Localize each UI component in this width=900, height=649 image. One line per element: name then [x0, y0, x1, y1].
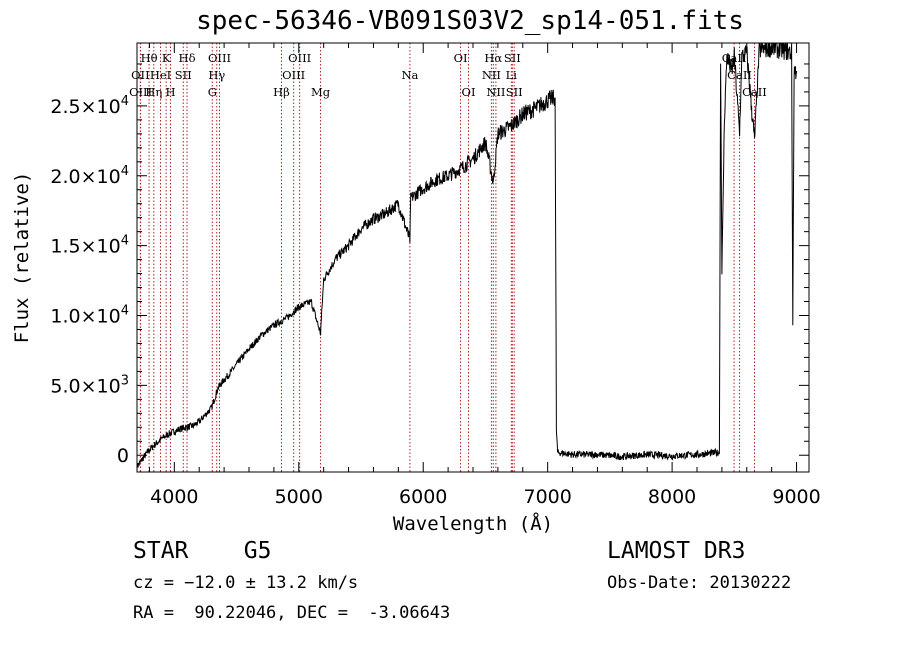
axis-ticks: 4000 5000 6000 7000 8000 900005.0×1031.0×1041…: [50, 43, 821, 508]
line-marker-label: Li: [506, 68, 518, 82]
line-marker-label: Hη: [145, 85, 162, 99]
y-axis-label: Flux (relative): [11, 172, 33, 344]
object-class: STAR G5: [133, 538, 272, 564]
x-tick-label: 4000: [150, 486, 198, 508]
y-tick-label: 2.5×104: [50, 94, 129, 118]
line-marker-label: Hδ: [179, 51, 196, 65]
chart-title: spec-56346-VB091S03V2_sp14-051.fits: [196, 6, 744, 36]
line-marker-label: CaII: [722, 51, 747, 65]
y-tick-exponent: 4: [121, 303, 129, 318]
x-tick-label: 8000: [648, 486, 696, 508]
line-marker-label: SII: [504, 51, 521, 65]
spectrum-series: [137, 43, 798, 470]
line-marker-label: CaII: [742, 85, 767, 99]
line-marker-label: OI: [454, 51, 468, 65]
line-marker-label: OIII: [288, 51, 311, 65]
spectrum-line: [137, 43, 798, 470]
coordinates: RA = 90.22046, DEC = -3.06643: [133, 603, 451, 623]
line-marker-label: Hα: [484, 51, 502, 65]
y-tick-mantissa: 1.5×10: [50, 236, 120, 258]
x-tick-label: 9000: [772, 486, 820, 508]
plot-frame: [136, 42, 810, 473]
line-marker-label: SII: [506, 85, 523, 99]
y-tick-label: 1.0×104: [50, 303, 129, 327]
line-marker-label: Mg: [311, 85, 331, 99]
line-marker-label: OII: [131, 68, 150, 82]
redshift-value: cz = −12.0 ± 13.2 km/s: [133, 573, 359, 593]
line-marker-label: NII: [486, 85, 505, 99]
y-tick-mantissa: 5.0×10: [50, 375, 120, 397]
line-marker-label: Hβ: [273, 85, 290, 99]
line-marker-label: H: [165, 85, 175, 99]
line-marker-label: OI: [462, 85, 476, 99]
x-tick-label: 5000: [275, 486, 323, 508]
line-markers: [139, 43, 755, 472]
line-marker-label: OIII: [208, 51, 231, 65]
y-tick-exponent: 4: [121, 94, 129, 109]
line-marker-label: K: [162, 51, 171, 65]
y-tick-mantissa: 1.0×10: [50, 305, 120, 327]
line-marker-label: Hγ: [208, 68, 225, 82]
y-tick-mantissa: 2.0×10: [50, 166, 120, 188]
y-tick-exponent: 4: [121, 164, 129, 179]
y-tick-label: 0: [117, 445, 129, 467]
y-tick-mantissa: 0: [117, 445, 129, 467]
line-marker-label: Na: [401, 68, 418, 82]
observation-date: Obs-Date: 20130222: [607, 573, 792, 593]
line-marker-label: NII: [482, 68, 501, 82]
line-marker-label: HeI: [150, 68, 171, 82]
y-tick-exponent: 4: [121, 234, 129, 249]
y-tick-label: 2.0×104: [50, 164, 129, 188]
y-tick-exponent: 3: [121, 373, 129, 388]
x-tick-label: 7000: [523, 486, 571, 508]
line-marker-label: OIII: [282, 68, 305, 82]
x-tick-label: 6000: [399, 486, 447, 508]
line-marker-label: Hθ: [141, 51, 158, 65]
line-marker-label: CaII: [727, 68, 752, 82]
line-marker-label: SII: [175, 68, 192, 82]
y-tick-mantissa: 2.5×10: [50, 96, 120, 118]
survey-name: LAMOST DR3: [607, 538, 746, 564]
x-axis-label: Wavelength (Å): [393, 512, 553, 535]
line-marker-label: G: [208, 85, 217, 99]
y-tick-label: 1.5×104: [50, 234, 129, 258]
y-tick-label: 5.0×103: [50, 373, 129, 397]
